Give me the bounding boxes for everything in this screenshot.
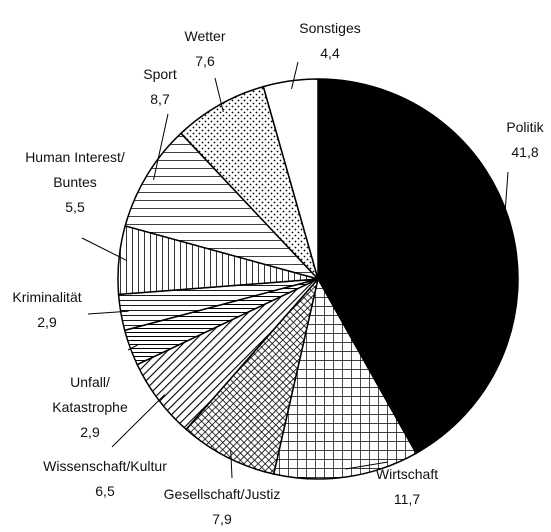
pie-slice [124,132,321,281]
slice-label: Politik [506,119,544,135]
slice-label: Human Interest/ Buntes [25,149,125,190]
pie-slice [185,278,319,475]
leader-line [345,461,389,470]
leader-line [111,394,166,448]
slice-value: 8,7 [150,91,170,107]
slice-value: 7,9 [212,511,232,527]
slice-value: 2,9 [37,314,57,330]
slice-value: 11,7 [393,491,421,507]
slice-label: Wirtschaft [375,466,439,482]
slice-label: Unfall/ Katastrophe [52,374,128,415]
leader-line [503,171,509,231]
slice-value: 41,8 [511,144,539,160]
pie-slice [262,78,319,280]
leader-line [81,237,128,262]
slice-label: Kriminalität [12,289,82,305]
leader-line [153,113,169,180]
slice-label: Sport [143,66,177,82]
pie-slice [317,78,519,455]
leader-line [87,310,129,315]
slice-value: 5,5 [65,199,85,215]
slice-label: Wetter [184,28,226,44]
slice-value: 6,5 [95,483,115,499]
slice-value: 4,4 [320,45,340,61]
pie-slice [272,276,418,480]
leader-line [230,450,233,479]
slice-label: Gesellschaft/Justiz [163,486,281,502]
leader-line [291,61,299,89]
slice-value: 7,6 [195,53,215,69]
slice-label: Sonstiges [299,20,361,36]
leader-line [214,77,224,113]
slice-value: 2,9 [80,424,100,440]
pie-slice [179,85,319,280]
leader-line [127,344,138,351]
slice-label: Wissenschaft/Kultur [43,458,167,474]
